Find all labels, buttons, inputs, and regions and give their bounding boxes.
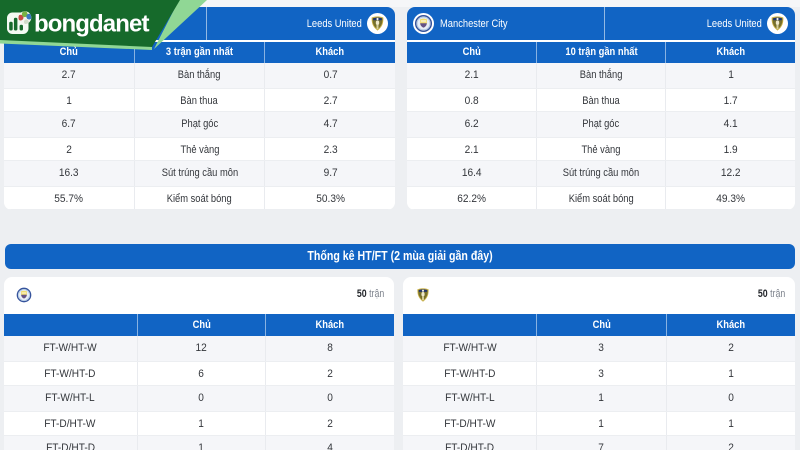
svg-text:bongdanet: bongdanet — [34, 11, 149, 38]
